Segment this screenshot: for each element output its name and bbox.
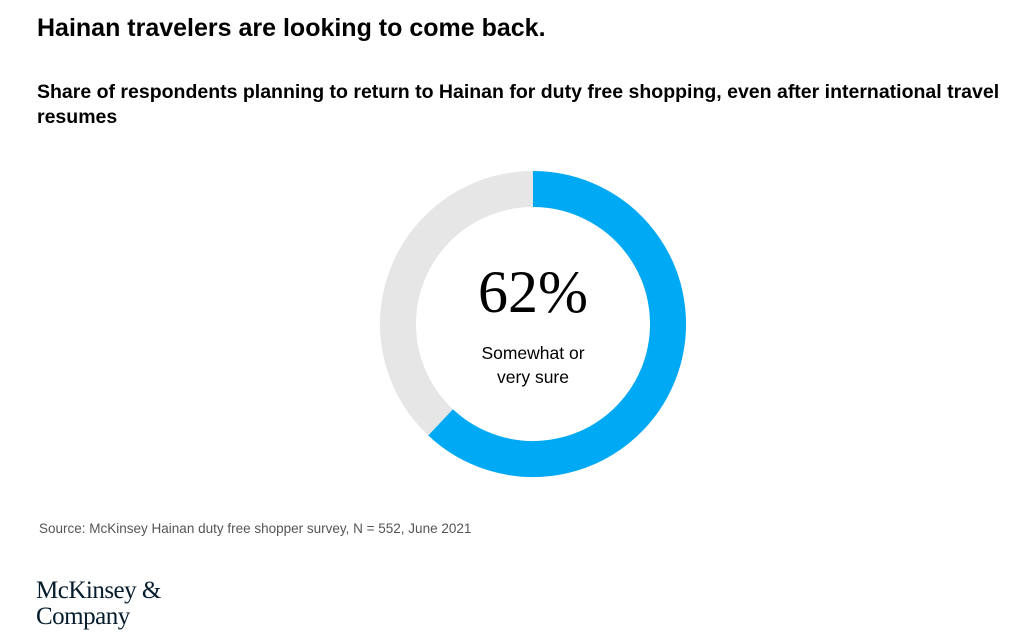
logo: McKinsey & Company <box>36 577 161 630</box>
chart-subtitle: Share of respondents planning to return … <box>37 81 1000 128</box>
source-note: Source: McKinsey Hainan duty free shoppe… <box>39 521 472 536</box>
category-label: Somewhat or very sure <box>481 343 585 387</box>
donut-segment <box>428 171 686 477</box>
value-label: 62% <box>478 259 588 325</box>
chart-title: Hainan travelers are looking to come bac… <box>37 14 546 42</box>
